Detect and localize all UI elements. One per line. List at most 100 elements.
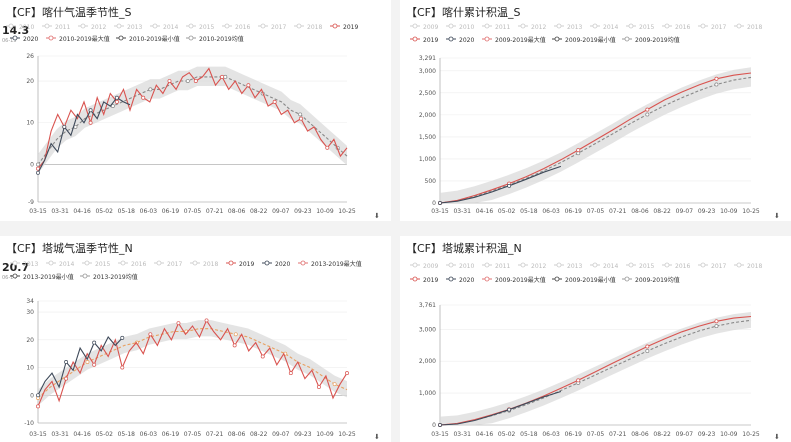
chart-title: 【CF】喀什气温季节性_S bbox=[6, 6, 132, 19]
y-tick-label: 0 bbox=[432, 422, 436, 429]
series-line bbox=[37, 76, 348, 165]
download-icon[interactable]: ⬇ bbox=[374, 212, 380, 220]
legend-marker-dot bbox=[664, 262, 670, 268]
legend-label: 2010-2019均值 bbox=[199, 35, 244, 43]
legend-label: 2013 bbox=[567, 263, 582, 270]
data-point bbox=[232, 343, 237, 348]
legend-marker-dot bbox=[520, 23, 526, 29]
x-tick-label: 06-19 bbox=[162, 431, 180, 438]
series-line bbox=[37, 336, 123, 396]
y-tick-label: -9 bbox=[28, 199, 34, 206]
x-tick-label: 09-07 bbox=[272, 431, 290, 438]
data-point bbox=[36, 404, 40, 409]
data-point bbox=[92, 340, 97, 345]
x-tick-label: 08-06 bbox=[631, 431, 649, 438]
x-tick-label: 07-05 bbox=[184, 208, 202, 215]
data-point bbox=[576, 148, 581, 153]
legend-label: 2013-2019均值 bbox=[93, 273, 138, 281]
chart-panel-kashgar-accum: 【CF】喀什累计积温_S 2009 2010 2011 2012 2013 2014 201… bbox=[400, 0, 791, 221]
legend-label: 2011 bbox=[495, 263, 510, 270]
legend-marker-dot bbox=[412, 262, 418, 268]
x-tick-label: 10-09 bbox=[316, 431, 334, 438]
download-icon[interactable]: ⬇ bbox=[374, 433, 380, 441]
x-tick-label: 05-02 bbox=[95, 431, 113, 438]
y-tick-label: 20 bbox=[26, 337, 34, 344]
legend-label: 2012 bbox=[91, 24, 106, 31]
data-point bbox=[299, 116, 303, 121]
legend-label: 2009 bbox=[423, 263, 438, 270]
x-tick-label: 05-18 bbox=[118, 431, 136, 438]
x-tick-label: 07-05 bbox=[587, 431, 605, 438]
chart-svg: 2009 2010 2011 2012 2013 2014 2015 2016 2017 2018… bbox=[410, 262, 762, 438]
data-point bbox=[576, 151, 581, 156]
legend-label: 2014 bbox=[163, 24, 178, 31]
legend-label: 2009-2019最小值 bbox=[565, 36, 616, 44]
x-tick-label: 09-23 bbox=[698, 208, 716, 215]
y-tick-label: 500 bbox=[425, 178, 437, 185]
download-icon[interactable]: ⬇ bbox=[774, 212, 780, 220]
legend-label: 2019 bbox=[239, 261, 254, 268]
legend-label: 2014 bbox=[603, 24, 618, 31]
x-tick-label: 04-16 bbox=[476, 208, 494, 215]
legend-marker-dot bbox=[332, 23, 338, 29]
x-tick-label: 07-05 bbox=[587, 208, 605, 215]
x-tick-label: 08-22 bbox=[250, 431, 268, 438]
legend-label: 2017 bbox=[711, 263, 726, 270]
data-point bbox=[345, 371, 349, 376]
legend-label: 2009-2019最小值 bbox=[565, 276, 616, 284]
y-tick-label: 1,500 bbox=[419, 134, 436, 141]
data-point bbox=[148, 87, 153, 92]
legend-label: 2019 bbox=[343, 24, 358, 31]
legend-label: 2017 bbox=[271, 24, 286, 31]
legend-marker-dot bbox=[628, 23, 634, 29]
latest-date: 06-14 bbox=[2, 275, 17, 281]
legend-marker-dot bbox=[448, 23, 454, 29]
chart-title: 【CF】塔城累计积温_N bbox=[406, 242, 522, 255]
legend-label: 2013 bbox=[567, 24, 582, 31]
legend-marker-dot bbox=[260, 23, 266, 29]
legend-marker-dot bbox=[484, 276, 490, 282]
legend-marker-dot bbox=[554, 276, 560, 282]
legend-label: 2009-2019最大值 bbox=[495, 276, 546, 284]
data-point bbox=[36, 170, 40, 175]
legend-label: 2009-2019均值 bbox=[635, 276, 680, 284]
data-point bbox=[438, 201, 442, 205]
legend-marker-dot bbox=[84, 260, 90, 266]
legend-marker-dot bbox=[624, 36, 630, 42]
legend-label: 2017 bbox=[167, 261, 182, 268]
x-tick-label: 06-19 bbox=[162, 208, 180, 215]
legend-marker-dot bbox=[484, 262, 490, 268]
legend-label: 2010 bbox=[459, 263, 474, 270]
x-tick-label: 03-15 bbox=[431, 431, 449, 438]
chart-svg: 2009 2010 2011 2012 2013 2014 2015 2016 2017 2018… bbox=[410, 23, 762, 215]
legend-marker-dot bbox=[520, 262, 526, 268]
data-point bbox=[645, 349, 650, 353]
y-tick-label: 26 bbox=[26, 53, 34, 60]
data-point bbox=[260, 354, 265, 359]
legend-marker-dot bbox=[624, 276, 630, 282]
range-band bbox=[440, 67, 751, 203]
legend-marker-dot bbox=[12, 273, 18, 279]
x-tick-label: 03-15 bbox=[29, 431, 47, 438]
x-tick-label: 05-02 bbox=[498, 208, 516, 215]
x-tick-label: 04-16 bbox=[476, 431, 494, 438]
legend-marker-dot bbox=[628, 262, 634, 268]
series-line bbox=[37, 319, 348, 407]
legend-marker-dot bbox=[44, 23, 50, 29]
data-point bbox=[120, 365, 125, 370]
data-point bbox=[576, 378, 581, 383]
download-icon[interactable]: ⬇ bbox=[774, 433, 780, 441]
data-point bbox=[64, 360, 69, 364]
legend-marker-dot bbox=[700, 23, 706, 29]
x-tick-label: 04-16 bbox=[73, 208, 91, 215]
y-tick-label: 0 bbox=[30, 161, 34, 168]
x-tick-label: 08-06 bbox=[631, 208, 649, 215]
data-point bbox=[204, 318, 209, 323]
x-tick-label: 10-25 bbox=[338, 208, 356, 215]
y-tick-label: 34 bbox=[26, 298, 34, 305]
x-tick-label: 09-23 bbox=[294, 431, 312, 438]
x-tick-label: 07-21 bbox=[206, 431, 224, 438]
x-tick-label: 07-21 bbox=[206, 208, 224, 215]
data-point bbox=[332, 382, 337, 387]
series-line bbox=[37, 67, 348, 169]
